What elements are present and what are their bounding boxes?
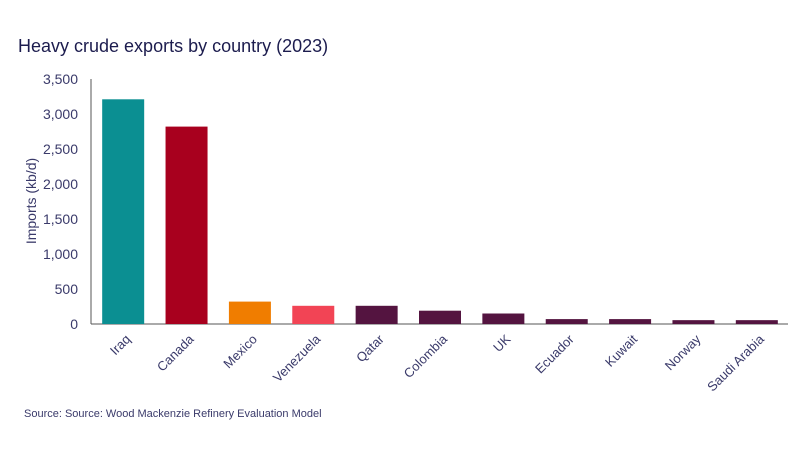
bar-mexico xyxy=(228,301,271,324)
y-tick-label: 2,000 xyxy=(43,176,78,192)
y-tick-label: 1,000 xyxy=(43,246,78,262)
bar-qatar xyxy=(355,305,398,324)
x-tick-label: Norway xyxy=(662,331,704,373)
y-tick-label: 2,500 xyxy=(43,141,78,157)
x-tick-label: Kuwait xyxy=(602,331,640,369)
x-tick-label: Canada xyxy=(154,331,197,374)
bar-norway xyxy=(672,320,715,324)
bar-iraq xyxy=(102,99,145,324)
x-tick-label: Saudi Arabia xyxy=(704,331,767,394)
bar-canada xyxy=(165,126,208,324)
y-tick-label: 3,000 xyxy=(43,106,78,122)
bar-colombia xyxy=(419,310,461,324)
x-tick-label: Iraq xyxy=(107,332,133,358)
bar-kuwait xyxy=(609,319,652,324)
y-tick-label: 0 xyxy=(70,316,78,332)
x-tick-label: UK xyxy=(490,331,514,355)
x-tick-label: Ecuador xyxy=(532,331,577,376)
y-tick-label: 500 xyxy=(55,281,79,297)
y-tick-label: 1,500 xyxy=(43,211,78,227)
x-tick-label: Mexico xyxy=(220,332,260,372)
bar-venezuela xyxy=(292,305,335,324)
bar-saudi-arabia xyxy=(735,320,778,324)
source-note: Source: Source: Wood Mackenzie Refinery … xyxy=(24,408,322,420)
chart-title: Heavy crude exports by country (2023) xyxy=(18,36,329,56)
y-axis-label: Imports (kb/d) xyxy=(23,158,39,244)
y-tick-label: 3,500 xyxy=(43,71,78,87)
x-tick-label: Colombia xyxy=(401,331,451,381)
bar-ecuador xyxy=(545,319,588,324)
x-tick-label: Venezuela xyxy=(270,331,324,385)
bar-uk xyxy=(482,313,525,324)
x-tick-label: Qatar xyxy=(353,331,387,365)
